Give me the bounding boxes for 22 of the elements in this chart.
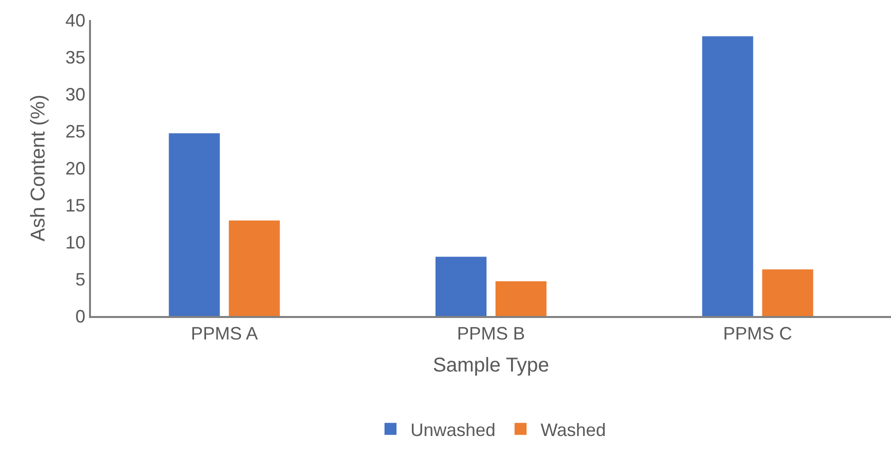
y-tick-label: 10 <box>65 232 86 252</box>
y-tick-label: 25 <box>65 121 86 142</box>
bar <box>496 281 546 316</box>
y-tick-label: 35 <box>65 47 86 68</box>
x-tick-label: PPMS C <box>723 324 792 344</box>
bar <box>702 36 754 316</box>
y-tick-label: 20 <box>65 158 86 178</box>
y-tick-label: 30 <box>65 84 86 104</box>
legend-label: Washed <box>540 420 606 440</box>
y-tick-label: 40 <box>65 10 86 30</box>
bar <box>436 256 486 316</box>
y-tick-label: 5 <box>75 269 86 290</box>
bar <box>762 269 814 316</box>
x-axis-title: Sample Type <box>432 354 550 377</box>
x-tick-label: PPMS A <box>190 324 258 344</box>
bar <box>228 220 280 316</box>
y-tick-label: 0 <box>75 306 86 326</box>
y-tick-label: 15 <box>65 195 86 216</box>
legend-label: Unwashed <box>410 420 496 440</box>
y-axis-title: Ash Content (%) <box>27 94 50 242</box>
bar <box>168 133 220 316</box>
x-tick-label: PPMS B <box>456 324 526 344</box>
